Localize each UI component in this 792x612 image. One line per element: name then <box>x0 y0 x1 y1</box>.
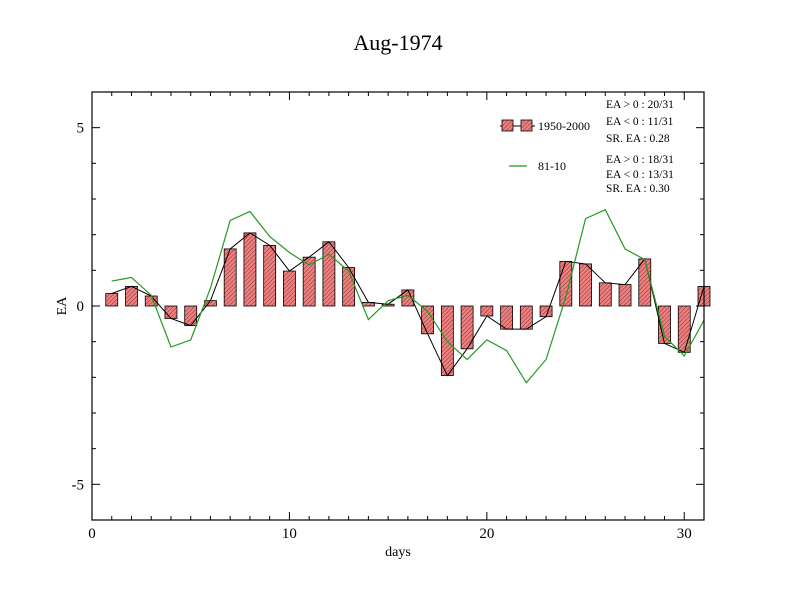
legend-swatch-right <box>520 119 533 132</box>
legend-swatch-left <box>501 119 514 132</box>
stat-1950-2000-sr: SR. EA : 0.28 <box>606 133 670 145</box>
x-tick-label: 30 <box>677 526 692 542</box>
x-axis-label: days <box>385 545 411 560</box>
y-axis-ticks: -5 0 5 <box>72 91 704 521</box>
bar-series-1950-2000 <box>105 232 711 376</box>
bar-day-12 <box>322 241 336 307</box>
bar-day-8 <box>243 232 257 307</box>
bar-day-30 <box>677 305 691 353</box>
line-series-1950-2000 <box>111 232 705 377</box>
bar-day-4 <box>164 305 178 319</box>
bar-day-2 <box>125 285 138 307</box>
legend-label-81-10: 81-10 <box>538 159 566 173</box>
stat-1950-2000-positive: EA > 0 : 20/31 <box>606 99 674 111</box>
bar-day-17 <box>421 305 435 335</box>
y-tick-label: 0 <box>77 299 85 315</box>
bar-day-10 <box>283 270 296 307</box>
bar-day-1 <box>105 293 119 307</box>
stat-1950-2000-negative: EA < 0 : 11/31 <box>606 116 674 128</box>
line-series-81-10 <box>111 208 705 384</box>
bar-day-22 <box>519 305 533 330</box>
bar-day-5 <box>184 305 198 327</box>
bar-day-9 <box>263 244 277 307</box>
x-tick-label: 20 <box>479 526 494 542</box>
bar-day-28 <box>638 258 652 307</box>
stat-81-10-positive: EA > 0 : 18/31 <box>606 154 674 166</box>
bar-day-21 <box>500 305 513 330</box>
stat-81-10-sr: SR. EA : 0.30 <box>606 183 670 195</box>
y-tick-label: -5 <box>72 477 85 493</box>
bar-day-13 <box>342 267 356 307</box>
legend-label-1950-2000: 1950-2000 <box>538 119 590 133</box>
x-tick-label: 0 <box>88 526 96 542</box>
bar-day-24 <box>559 261 573 307</box>
y-axis-label: EA <box>55 296 70 316</box>
bar-day-7 <box>223 248 237 307</box>
bar-day-25 <box>579 263 592 307</box>
bar-day-23 <box>539 305 553 318</box>
bar-day-26 <box>598 282 612 307</box>
y-tick-label: 5 <box>77 121 85 137</box>
x-tick-label: 10 <box>282 526 297 542</box>
stat-81-10-negative: EA < 0 : 13/31 <box>606 169 674 181</box>
chart-title: Aug-1974 <box>353 30 442 55</box>
bar-day-20 <box>480 305 494 317</box>
legend: 1950-2000 81-10 EA > 0 : 20/31 EA < 0 : … <box>500 99 674 195</box>
bar-day-27 <box>618 284 632 307</box>
x-axis-ticks: 0 10 20 30 <box>88 92 705 542</box>
